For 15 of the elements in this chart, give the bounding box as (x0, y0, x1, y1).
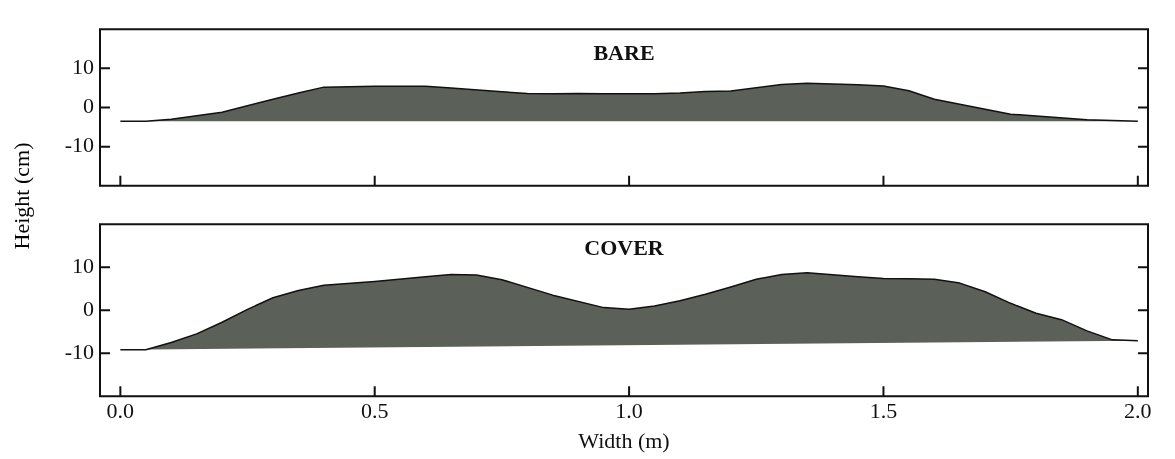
y-tick-label: -10 (64, 338, 94, 364)
y-axis-title: Height (cm) (9, 142, 35, 250)
y-tick-label: -10 (64, 132, 94, 158)
x-axis-title: Width (m) (578, 427, 670, 453)
x-tick-label: 2.0 (1124, 398, 1152, 424)
x-tick-label: 0.0 (106, 398, 135, 424)
x-tick-label: 0.5 (360, 398, 389, 424)
text: BARE (593, 39, 655, 65)
y-tick-label: 10 (72, 252, 94, 278)
y-tick-label: 10 (72, 54, 94, 80)
x-tick-label: 1.0 (615, 398, 643, 424)
y-tick-label: 0 (83, 295, 94, 321)
text: COVER (584, 234, 665, 260)
y-tick-label: 0 (83, 93, 94, 119)
x-tick-label: 1.5 (869, 398, 898, 424)
